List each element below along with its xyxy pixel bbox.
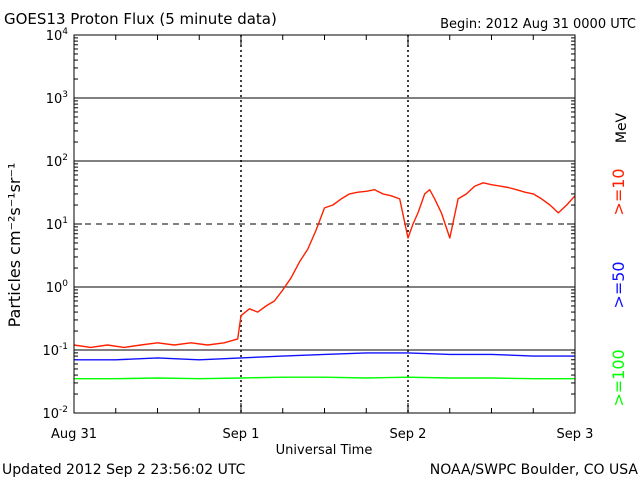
grid — [73, 34, 576, 414]
plot-frame — [73, 34, 576, 414]
y-tick-label: 10-2 — [42, 405, 68, 422]
y-tick-label: 100 — [46, 279, 69, 296]
x-tick-label: Sep 3 — [557, 427, 594, 442]
legend: >=10 >=50 >=100 — [609, 168, 628, 406]
series-line-2 — [74, 352, 575, 361]
series-layer — [73, 182, 576, 380]
begin-time: Begin: 2012 Aug 31 0000 UTC — [440, 17, 636, 32]
legend-entry: >=50 — [609, 261, 628, 308]
updated-time: Updated 2012 Sep 2 23:56:02 UTC — [2, 462, 246, 478]
x-tick-label: Sep 1 — [223, 427, 260, 442]
series-line-3 — [74, 376, 575, 380]
unit-label: MeV — [614, 112, 630, 143]
y-tick-label: 101 — [46, 216, 68, 233]
y-tick-label: 10-1 — [42, 342, 68, 359]
y-tick-labels: 10-2 10-1 100 101 102 103 104 — [42, 27, 68, 422]
x-tick-label: Sep 2 — [390, 427, 427, 442]
y-tick-label: 103 — [46, 90, 68, 107]
legend-entry: >=100 — [609, 349, 628, 406]
x-tick-labels: Aug 31 Sep 1 Sep 2 Sep 3 — [51, 427, 593, 442]
x-axis-label: Universal Time — [276, 443, 373, 458]
y-axis-label: Particles cm⁻²s⁻¹sr⁻¹ — [5, 163, 24, 328]
x-tick-label: Aug 31 — [51, 427, 97, 442]
credit-text: NOAA/SWPC Boulder, CO USA — [430, 462, 639, 478]
legend-entry: >=10 — [609, 168, 628, 215]
y-tick-label: 102 — [46, 153, 68, 170]
y-tick-label: 104 — [46, 27, 69, 44]
chart-title: GOES13 Proton Flux (5 minute data) — [4, 10, 277, 28]
series-line-1 — [73, 182, 576, 349]
